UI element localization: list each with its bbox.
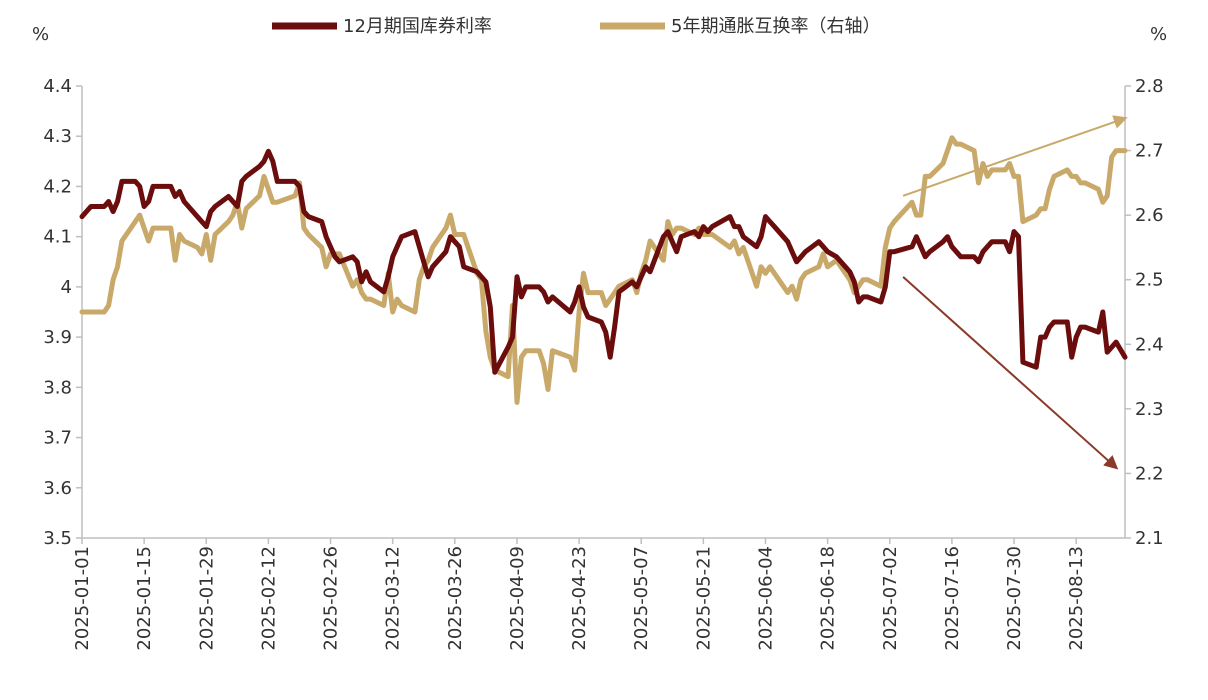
x-axis-ticks: 2025-01-01 2025-01-15 2025-01-29 2025-02-12… [72, 538, 1087, 651]
legend-label-series-0: 12月期国库券利率 [343, 16, 492, 37]
annotation-layer [902, 115, 1128, 470]
series-line-0 [79, 148, 1128, 375]
left-axis-ticks: 3.5 3.6 3.7 3.8 3.9 4 4.1 4.2 4.3 4.4 [43, 76, 82, 549]
left-tick-label: 3.5 [43, 528, 72, 549]
right-tick-label: 2.1 [1135, 528, 1164, 549]
left-tick-label: 4 [61, 277, 72, 298]
left-tick-label: 4.4 [43, 76, 72, 97]
x-tick-label: 2025-07-02 [880, 546, 901, 651]
right-axis-unit: % [1150, 24, 1167, 45]
left-tick-label: 4.1 [43, 227, 72, 248]
x-tick-label: 2025-07-16 [942, 546, 963, 651]
x-tick-label: 2025-02-12 [258, 546, 279, 651]
legend-label-series-1: 5年期通胀互换率（右轴） [671, 16, 880, 37]
x-tick-label: 2025-05-21 [693, 546, 714, 651]
left-tick-label: 4.2 [43, 176, 72, 197]
right-tick-label: 2.6 [1135, 205, 1164, 226]
x-tick-label: 2025-04-23 [569, 546, 590, 651]
x-tick-label: 2025-03-26 [445, 546, 466, 651]
x-tick-label: 2025-01-15 [134, 546, 155, 651]
left-tick-label: 4.3 [43, 126, 72, 147]
x-tick-label: 2025-03-12 [383, 546, 404, 651]
x-tick-label: 2025-01-01 [72, 546, 93, 651]
x-tick-label: 2025-04-09 [507, 546, 528, 651]
right-axis-ticks: 2.1 2.2 2.3 2.4 2.5 2.6 2.7 2.8 [1125, 76, 1164, 549]
right-tick-label: 2.3 [1135, 399, 1164, 420]
series-layer [79, 135, 1128, 405]
left-tick-label: 3.7 [43, 428, 72, 449]
right-tick-label: 2.2 [1135, 463, 1164, 484]
x-tick-label: 2025-06-18 [818, 546, 839, 651]
x-tick-label: 2025-06-04 [755, 546, 776, 651]
x-tick-label: 2025-02-26 [321, 546, 342, 651]
left-tick-label: 3.9 [43, 327, 72, 348]
legend: 12月期国库券利率 5年期通胀互换率（右轴） [272, 16, 880, 37]
right-tick-label: 2.7 [1135, 141, 1164, 162]
trend-arrow-1 [902, 276, 1119, 470]
right-tick-label: 2.4 [1135, 334, 1164, 355]
series-line-1 [79, 135, 1128, 405]
trend-arrow-0 [902, 115, 1128, 197]
x-tick-label: 2025-01-29 [196, 546, 217, 651]
right-tick-label: 2.8 [1135, 76, 1164, 97]
left-tick-label: 3.6 [43, 478, 72, 499]
x-tick-label: 2025-08-13 [1066, 546, 1087, 651]
left-tick-label: 3.8 [43, 377, 72, 398]
x-tick-label: 2025-05-07 [631, 546, 652, 651]
left-axis-unit: % [32, 24, 49, 45]
right-tick-label: 2.5 [1135, 270, 1164, 291]
x-tick-label: 2025-07-30 [1004, 546, 1025, 651]
